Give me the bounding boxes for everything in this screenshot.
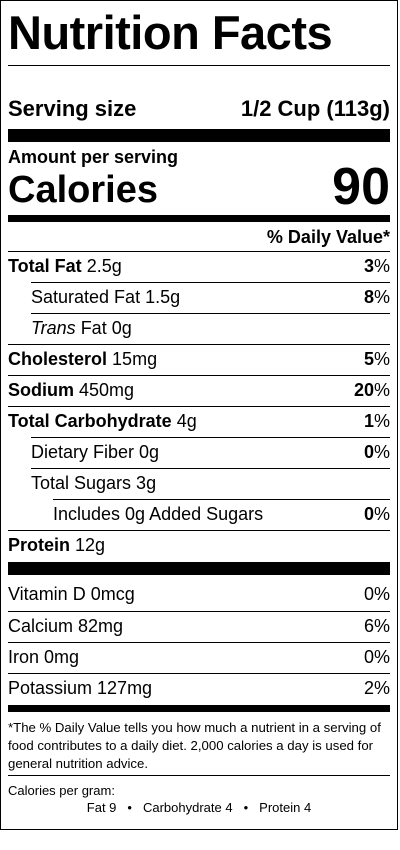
label-title: Nutrition Facts [8, 6, 333, 59]
calories-per-gram-values: Fat 9 • Carbohydrate 4 • Protein 4 [1, 800, 397, 816]
divider-thin [8, 251, 390, 252]
vitamin-daily-value: 0% [363, 647, 390, 667]
nutrient-row-total-fat: Total Fat 2.5g 3% [8, 251, 390, 282]
nutrient-name: Protein [8, 535, 71, 555]
divider-thin [8, 65, 390, 66]
nutrient-name: Dietary Fiber 0g [31, 442, 160, 462]
calories-per-gram-label: Calories per gram: [8, 783, 115, 798]
divider-thin [8, 611, 390, 612]
divider-medium [8, 705, 390, 712]
percent-sign: % [373, 442, 390, 462]
nutrient-name: Total Fat [8, 256, 82, 276]
vitamin-name: Vitamin D 0mcg [8, 584, 135, 604]
nutrient-name: Total Carbohydrate [8, 411, 172, 431]
nutrient-name: Saturated Fat 1.5g [31, 287, 181, 307]
nutrient-row-total-carbohydrate: Total Carbohydrate 4g 1% [8, 406, 390, 437]
nutrient-row-trans-fat: Trans Fat 0g [31, 313, 390, 344]
nutrient-row-sodium: Sodium 450mg 20% [8, 375, 390, 406]
percent-sign: % [373, 380, 390, 400]
divider-thin [8, 673, 390, 674]
vitamin-row-iron: Iron 0mg 0% [8, 642, 390, 673]
nutrient-amount: 2.5g [86, 256, 122, 276]
nutrient-name: Includes 0g Added Sugars [53, 504, 264, 524]
daily-value-number: 5 [363, 349, 374, 369]
vitamin-row-calcium: Calcium 82mg 6% [8, 611, 390, 642]
carbohydrate-per-gram: Carbohydrate 4 [142, 800, 233, 815]
nutrient-name: Sodium [8, 380, 74, 400]
daily-value-header: % Daily Value* [266, 227, 390, 247]
divider-thin [31, 468, 390, 469]
calories-value: 90 [332, 158, 390, 216]
divider-thin [8, 375, 390, 376]
percent-sign: % [373, 411, 390, 431]
divider-thick [8, 129, 390, 142]
vitamin-name: Calcium 82mg [8, 616, 124, 636]
bullet-separator: • [127, 800, 132, 815]
daily-value-number: 1 [363, 411, 374, 431]
nutrient-amount: 12g [75, 535, 106, 555]
vitamin-name: Iron 0mg [8, 647, 80, 667]
vitamin-daily-value: 6% [363, 616, 390, 636]
vitamin-daily-value: 2% [363, 678, 390, 698]
nutrient-amount: 4g [176, 411, 197, 431]
daily-value-number: 20 [353, 380, 374, 400]
daily-value-number: 0 [363, 442, 374, 462]
nutrient-amount: 15mg [112, 349, 158, 369]
nutrient-name: Total Sugars 3g [31, 473, 157, 493]
percent-sign: % [373, 349, 390, 369]
divider-thin [53, 499, 390, 500]
divider-thin [31, 282, 390, 283]
nutrient-row-saturated-fat: Saturated Fat 1.5g 8% [31, 282, 390, 313]
serving-size-label: Serving size [8, 96, 137, 121]
nutrient-name-rest: Fat 0g [75, 318, 132, 338]
nutrient-row-dietary-fiber: Dietary Fiber 0g 0% [31, 437, 390, 468]
percent-sign: % [373, 287, 390, 307]
nutrient-name-italic: Trans [31, 318, 76, 338]
calories-label: Calories [8, 169, 158, 211]
protein-per-gram: Protein 4 [259, 800, 312, 815]
nutrient-amount: 450mg [79, 380, 135, 400]
nutrient-row-added-sugars: Includes 0g Added Sugars 0% [53, 499, 390, 530]
divider-thin [8, 530, 390, 531]
daily-value-number: 3 [363, 256, 374, 276]
vitamin-row-potassium: Potassium 127mg 2% [8, 673, 390, 704]
nutrient-row-cholesterol: Cholesterol 15mg 5% [8, 344, 390, 375]
percent-sign: % [373, 504, 390, 524]
nutrition-facts-label: Nutrition Facts Serving size 1/2 Cup (11… [0, 0, 398, 830]
divider-thick [8, 562, 390, 575]
divider-thin [31, 313, 390, 314]
divider-thin [8, 344, 390, 345]
percent-sign: % [373, 256, 390, 276]
fat-per-gram: Fat 9 [86, 800, 117, 815]
vitamin-daily-value: 0% [363, 584, 390, 604]
vitamin-name: Potassium 127mg [8, 678, 153, 698]
nutrient-row-total-sugars: Total Sugars 3g [31, 468, 390, 499]
vitamin-row-vitamin-d: Vitamin D 0mcg 0% [8, 579, 390, 610]
divider-thin [8, 642, 390, 643]
serving-size-row: Serving size 1/2 Cup (113g) [8, 91, 390, 127]
divider-medium [8, 215, 390, 222]
daily-value-footnote: *The % Daily Value tells you how much a … [8, 720, 381, 771]
nutrient-row-protein: Protein 12g [8, 530, 390, 561]
serving-size-value: 1/2 Cup (113g) [240, 96, 390, 121]
divider-thin [8, 406, 390, 407]
divider-thin [31, 437, 390, 438]
nutrient-name: Cholesterol [8, 349, 108, 369]
daily-value-number: 0 [363, 504, 374, 524]
amount-per-serving: Amount per serving [8, 147, 179, 167]
divider-thin [8, 775, 390, 776]
daily-value-number: 8 [363, 287, 374, 307]
bullet-separator: • [243, 800, 249, 815]
